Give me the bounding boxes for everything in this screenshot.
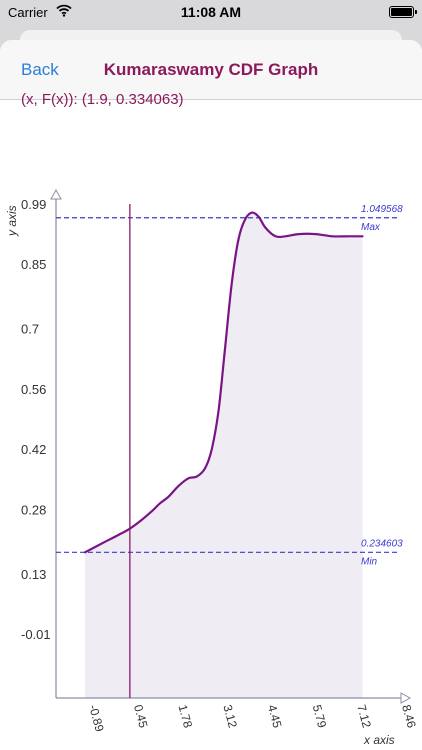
navigation-bar: Back Kumaraswamy CDF Graph (0, 40, 422, 100)
wifi-icon (56, 4, 72, 20)
area-fill (85, 212, 363, 699)
x-axis-label: x axis (363, 733, 395, 747)
x-tick-label: 8.46 (399, 703, 419, 729)
y-tick-label: 0.42 (21, 442, 46, 457)
page-title: Kumaraswamy CDF Graph (103, 60, 319, 79)
y-tick-label: 0.13 (21, 567, 46, 582)
x-tick-label: 3.12 (220, 703, 240, 729)
battery-icon (389, 6, 417, 18)
y-tick-label: -0.01 (21, 627, 51, 642)
coordinate-readout: (x, F(x)): (1.9, 0.334063) (21, 91, 184, 108)
y-axis-arrow (50, 188, 62, 200)
x-tick-label: -0.89 (86, 703, 107, 733)
y-tick-label: 0.7 (21, 322, 39, 337)
reference-value-max: 1.049568 (361, 204, 403, 215)
x-tick-label: 4.45 (265, 703, 285, 729)
y-axis-label: y axis (5, 205, 19, 237)
y-tick-label: 0.28 (21, 502, 46, 517)
status-bar: Carrier 11:08 AM (0, 0, 422, 26)
y-tick-label: 0.85 (21, 257, 46, 272)
x-tick-label: 0.45 (131, 703, 151, 729)
status-time: 11:08 AM (180, 4, 242, 20)
x-tick-label: 5.79 (310, 703, 330, 729)
y-tick-label: 0.56 (21, 382, 46, 397)
x-axis-arrow (400, 692, 412, 704)
back-button[interactable]: Back (21, 60, 59, 79)
y-tick-label: 0.99 (21, 197, 46, 212)
carrier-label: Carrier (8, 5, 48, 20)
reference-value-min: 0.234603 (361, 538, 403, 549)
reference-label-max: Max (361, 222, 381, 233)
x-tick-label: 1.78 (175, 703, 195, 729)
cdf-series-line (83, 211, 364, 554)
x-tick-label: 7.12 (354, 703, 374, 729)
reference-label-min: Min (361, 556, 378, 567)
